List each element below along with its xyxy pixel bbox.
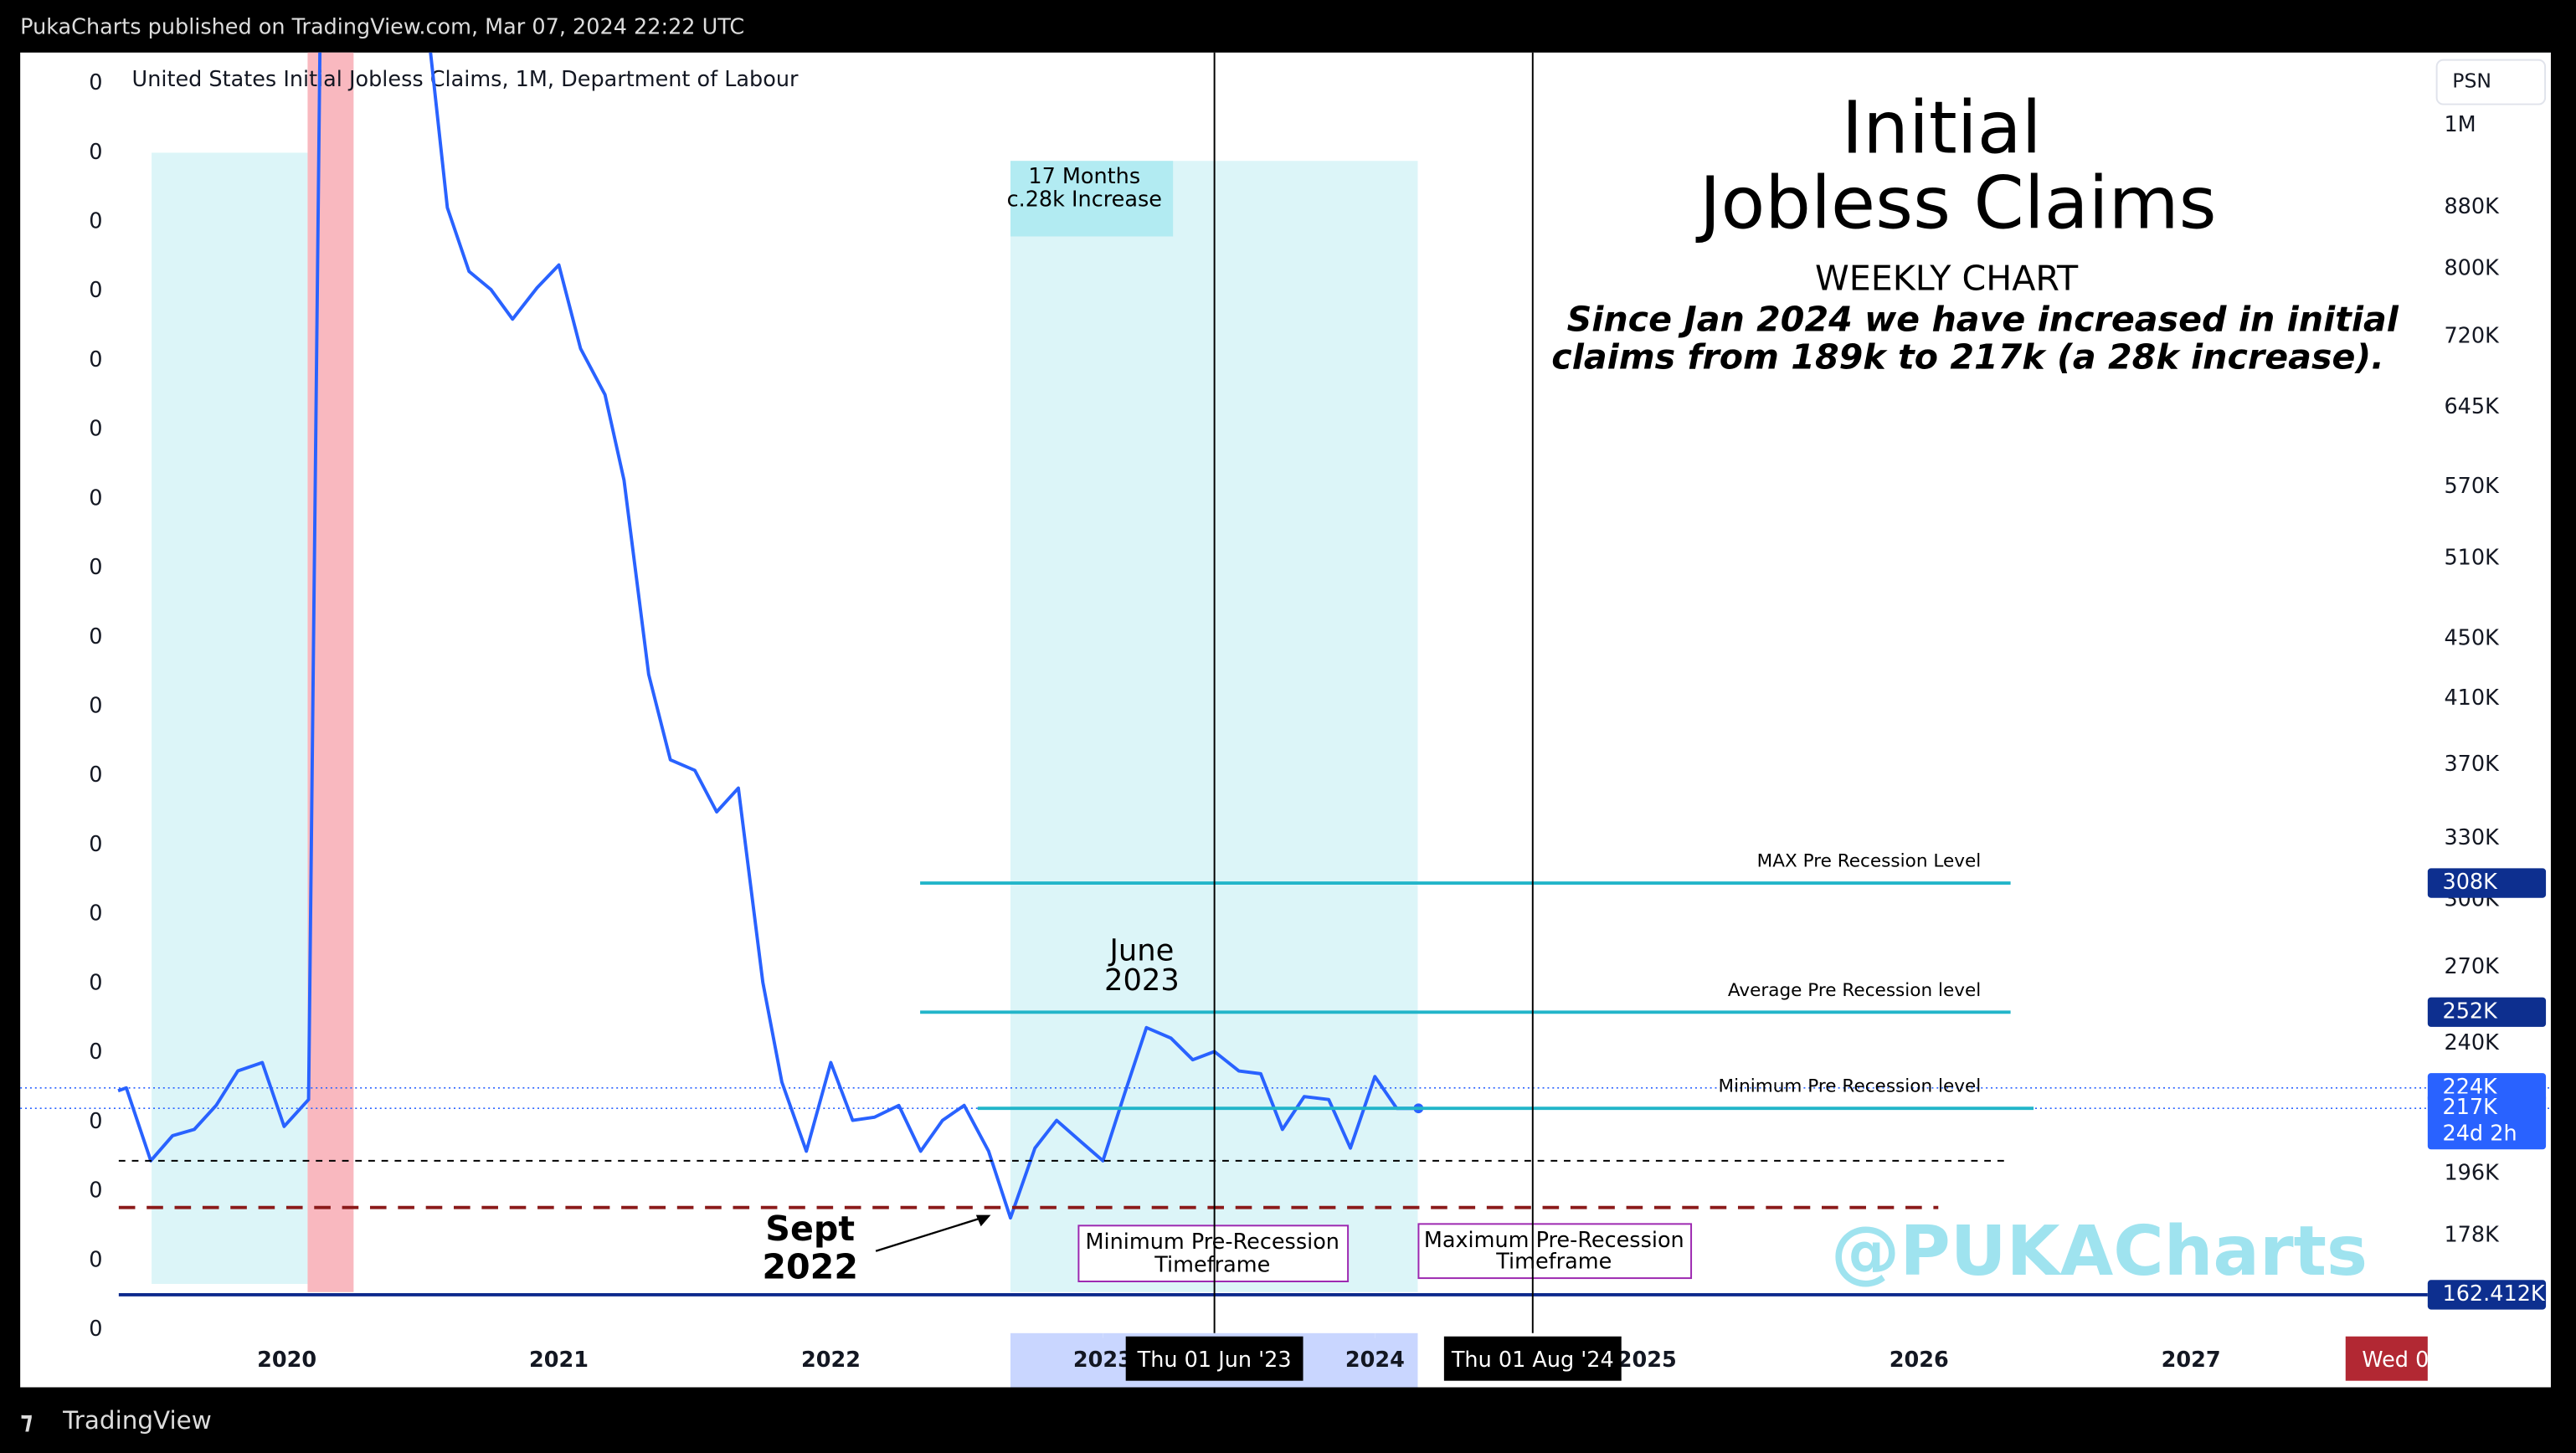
scale-button[interactable] (2435, 59, 2547, 105)
marker-label-box (1443, 1336, 1622, 1381)
left-tick-label: 0 (89, 485, 102, 511)
left-tick-label: 0 (89, 140, 102, 165)
marker-label: Thu 01 Aug '24 (1451, 1348, 1614, 1373)
annotation: Sept (765, 1209, 855, 1249)
marker-label: Thu 01 Jun '23 (1137, 1348, 1292, 1373)
shade-region (152, 152, 308, 1284)
footer: TradingView (62, 1406, 212, 1435)
price-label: 308K (2442, 870, 2498, 895)
left-tick-label: 0 (89, 1247, 102, 1272)
y-tick-label: 880K (2444, 194, 2500, 219)
series-line (117, 52, 1419, 1220)
arrow (875, 1215, 986, 1252)
y-tick-label: 370K (2444, 752, 2500, 777)
y-tick-label: 1M (2444, 112, 2476, 137)
arrowhead (975, 1214, 991, 1227)
level-label: Average Pre Recession level (1728, 980, 1981, 1001)
price-label: 252K (2442, 999, 2498, 1024)
countdown-label: 24d 2h (2442, 1122, 2517, 1147)
left-tick-label: 0 (89, 762, 102, 788)
y-tick-label: 410K (2444, 685, 2500, 711)
level-label: Minimum Pre Recession level (1719, 1076, 1982, 1097)
y-tick-label: 240K (2444, 1030, 2500, 1055)
left-tick-label: 0 (89, 555, 102, 580)
y-tick-label: 178K (2444, 1222, 2500, 1247)
y-tick-label: 196K (2444, 1160, 2500, 1185)
left-tick-label: 0 (89, 417, 102, 442)
left-tick-label: 0 (89, 347, 102, 372)
left-tick-label: 0 (89, 278, 102, 303)
note: claims from 189k to 217k (a 28k increase… (1551, 337, 2384, 377)
annotation: Maximum Pre-Recession (1424, 1228, 1684, 1253)
annotation: 17 Months (1028, 164, 1140, 189)
annotation: 2023 (1104, 963, 1180, 998)
y-tick-label: 570K (2444, 474, 2500, 499)
note: Since Jan 2024 we have increased in init… (1567, 299, 2399, 339)
left-tick-label: 0 (89, 832, 102, 857)
price-label: 162.412K (2442, 1281, 2545, 1307)
price-label-box (2427, 997, 2547, 1027)
x-tick-label: 2021 (529, 1348, 589, 1373)
title: Jobless Claims (1695, 162, 2217, 246)
header: PukaCharts published on TradingView.com,… (20, 14, 744, 39)
legend: United States Initial Jobless Claims, 1M… (132, 67, 799, 92)
x-tick-label: 2023 (1073, 1348, 1133, 1373)
left-tick-label: 0 (89, 970, 102, 995)
left-tick-label: 0 (89, 1109, 102, 1134)
x-tick-label: 2025 (1617, 1348, 1677, 1373)
annotation: 2022 (762, 1246, 858, 1286)
left-tick-label: 0 (89, 694, 102, 719)
y-tick-label: 800K (2444, 255, 2500, 280)
x-tick-label: 2022 (801, 1348, 861, 1373)
title: Initial (1842, 86, 2042, 170)
left-tick-label: 0 (89, 901, 102, 927)
x-end-label: Wed 0 (2362, 1348, 2429, 1373)
x-tick-label: 2020 (257, 1348, 316, 1373)
price-label: 217K (2442, 1095, 2498, 1120)
y-tick-label: 330K (2444, 825, 2500, 850)
watermark: @PUKACharts (1831, 1212, 2368, 1291)
marker-label-box (1125, 1336, 1303, 1381)
x-tick-label: 2026 (1890, 1348, 1949, 1373)
annotation: Timeframe (1495, 1249, 1612, 1274)
footer-bar (0, 1387, 2576, 1453)
x-end-box (2345, 1336, 2428, 1381)
y-tick-label: 645K (2444, 394, 2500, 419)
logo-mark: ⁊ (20, 1406, 33, 1435)
left-tick-label: 0 (89, 624, 102, 649)
x-tick-label: 2027 (2162, 1348, 2221, 1373)
left-tick-label: 0 (89, 70, 102, 95)
annotation: June (1108, 934, 1174, 968)
y-tick-label: 720K (2444, 323, 2500, 348)
annotation: Timeframe (1154, 1252, 1270, 1277)
level-label: MAX Pre Recession Level (1757, 851, 1982, 872)
y-tick-label: 270K (2444, 954, 2500, 979)
left-tick-label: 0 (89, 1040, 102, 1065)
y-tick-label: 450K (2444, 626, 2500, 651)
price-label-box (2427, 868, 2547, 898)
left-tick-label: 0 (89, 208, 102, 234)
annotation: Minimum Pre-Recession (1086, 1230, 1339, 1255)
left-tick-label: 0 (89, 1317, 102, 1342)
annotation: c.28k Increase (1007, 187, 1162, 212)
annotation-box (1417, 1223, 1693, 1280)
annotation-box (1010, 161, 1174, 237)
y-tick-label: 510K (2444, 545, 2500, 570)
shade-region (307, 52, 354, 1292)
x-tick-label: 2024 (1345, 1348, 1405, 1373)
left-tick-label: 0 (89, 1178, 102, 1204)
price-label-box (2427, 1280, 2547, 1310)
price-label-box (2427, 1093, 2547, 1150)
subtitle: WEEKLY CHART (1815, 258, 2079, 298)
scale-button-label[interactable]: PSN (2452, 69, 2491, 93)
annotation-box (1077, 1225, 1350, 1282)
